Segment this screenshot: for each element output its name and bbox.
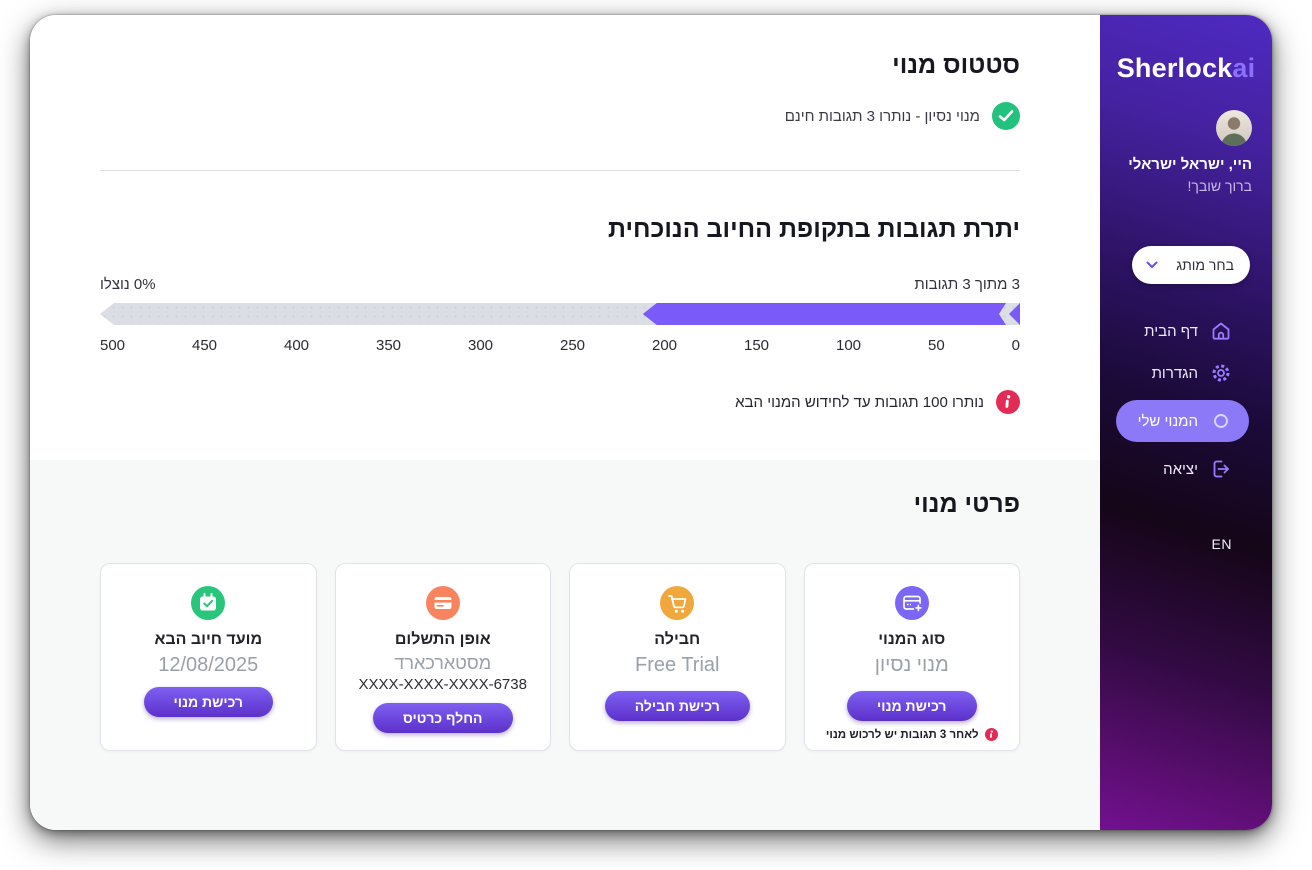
axis-tick: 250 bbox=[560, 337, 586, 354]
purchase-subscription-button[interactable]: רכישת מנוי bbox=[847, 691, 977, 721]
axis-tick: 500 bbox=[100, 337, 126, 354]
subscription-card-icon bbox=[894, 586, 929, 620]
sidebar-item-home[interactable]: דף הבית bbox=[1136, 310, 1272, 352]
main-content: סטטוס מנוי מנוי נסיון - נותרו 3 תגובות ח… bbox=[30, 15, 1100, 830]
greeting-welcome: ברוך שובך! bbox=[1187, 177, 1252, 194]
quota-used-label: 3 מתוך 3 תגובות bbox=[914, 276, 1020, 293]
avatar[interactable] bbox=[1216, 110, 1252, 146]
divider bbox=[100, 170, 1020, 171]
quota-note-text: נותרו 100 תגובות עד לחידוש המנוי הבא bbox=[735, 393, 984, 411]
brand-logo: Sherlockai bbox=[1117, 53, 1256, 84]
card-note: לאחר 3 תגובות יש לרכוש מנוי bbox=[826, 728, 998, 741]
card-payment-method: אופן התשלום מסטארכארד XXXX-XXXX-XXXX-673… bbox=[334, 563, 551, 751]
cart-icon bbox=[660, 586, 695, 620]
chevron-down-icon bbox=[1146, 261, 1158, 269]
quota-note: נותרו 100 תגובות עד לחידוש המנוי הבא bbox=[100, 390, 1020, 414]
axis-tick: 50 bbox=[928, 337, 945, 354]
subscription-ring-icon bbox=[1214, 414, 1228, 428]
subscription-status-section: סטטוס מנוי מנוי נסיון - נותרו 3 תגובות ח… bbox=[30, 15, 1100, 460]
sidebar: Sherlockai היי, ישראל ישראלי ברוך שובך! … bbox=[1100, 15, 1272, 830]
quota-bar-labels: 3 מתוך 3 תגובות 0% נוצלו bbox=[100, 276, 1020, 293]
sidebar-item-label: יציאה bbox=[1163, 460, 1198, 478]
sidebar-item-logout[interactable]: יציאה bbox=[1155, 448, 1272, 490]
axis-tick: 450 bbox=[192, 337, 218, 354]
sidebar-nav: דף הבית הגדרות המנוי שלי bbox=[1100, 310, 1272, 490]
logout-icon bbox=[1213, 460, 1229, 478]
person-icon bbox=[1221, 117, 1247, 146]
details-title: פרטי מנוי bbox=[913, 490, 1020, 518]
quota-axis: 0 50 100 150 200 250 300 350 400 450 500 bbox=[100, 337, 1020, 354]
calendar-check-icon bbox=[191, 586, 226, 620]
page-title: סטטוס מנוי bbox=[892, 51, 1020, 79]
brand-logo-suffix: ai bbox=[1232, 53, 1256, 83]
app-window: Sherlockai היי, ישראל ישראלי ברוך שובך! … bbox=[30, 15, 1272, 830]
axis-tick: 0 bbox=[1011, 337, 1020, 354]
card-note-text: לאחר 3 תגובות יש לרכוש מנוי bbox=[825, 728, 979, 741]
greeting-name: היי, ישראל ישראלי bbox=[1128, 156, 1252, 173]
subscription-details-section: פרטי מנוי סוג המנוי bbox=[30, 460, 1100, 830]
credit-card-icon bbox=[425, 586, 460, 620]
status-message: מנוי נסיון - נותרו 3 תגובות חינם bbox=[784, 107, 980, 125]
card-package: חבילה Free Trial רכישת חבילה bbox=[569, 563, 786, 751]
card-next-billing: מועד חיוב הבא 12/08/2025 רכישת מנוי bbox=[100, 563, 317, 751]
info-icon bbox=[996, 390, 1020, 414]
replace-card-button[interactable]: החלף כרטיס bbox=[373, 703, 513, 733]
greeting: היי, ישראל ישראלי ברוך שובך! bbox=[1100, 154, 1252, 196]
gear-icon bbox=[1212, 364, 1230, 382]
sidebar-item-settings[interactable]: הגדרות bbox=[1144, 352, 1272, 394]
quota-percent-label: 0% נוצלו bbox=[100, 276, 156, 293]
card-value: Free Trial bbox=[635, 654, 720, 676]
card-value: 12/08/2025 bbox=[158, 654, 259, 676]
purchase-subscription-button[interactable]: רכישת מנוי bbox=[143, 687, 273, 717]
quota-title: יתרת תגובות בתקופת החיוב הנוכחית bbox=[608, 215, 1020, 243]
card-title: אופן התשלום bbox=[394, 631, 491, 648]
quota-progress-bar bbox=[100, 303, 1020, 325]
progress-fill bbox=[643, 303, 1020, 325]
check-circle-icon bbox=[992, 102, 1020, 130]
axis-tick: 100 bbox=[836, 337, 862, 354]
axis-tick: 400 bbox=[284, 337, 310, 354]
home-icon bbox=[1212, 322, 1230, 340]
card-subscription-type: סוג המנוי מנוי נסיון רכישת מנוי לאחר 3 ת… bbox=[803, 563, 1020, 751]
brand-logo-text: Sherlock bbox=[1116, 53, 1233, 83]
card-value: מסטארכארד bbox=[394, 653, 492, 673]
brand-select-label: בחר מותג bbox=[1176, 257, 1234, 274]
language-toggle[interactable]: EN bbox=[1211, 536, 1232, 553]
purchase-package-button[interactable]: רכישת חבילה bbox=[604, 691, 750, 721]
sidebar-item-label: המנוי שלי bbox=[1137, 412, 1198, 430]
axis-tick: 300 bbox=[468, 337, 494, 354]
card-title: סוג המנוי bbox=[878, 631, 946, 648]
details-cards: סוג המנוי מנוי נסיון רכישת מנוי לאחר 3 ת… bbox=[100, 563, 1020, 751]
axis-tick: 150 bbox=[744, 337, 770, 354]
card-title: מועד חיוב הבא bbox=[154, 631, 263, 648]
sidebar-item-label: דף הבית bbox=[1144, 322, 1198, 340]
info-icon bbox=[984, 728, 998, 741]
status-row: מנוי נסיון - נותרו 3 תגובות חינם bbox=[100, 102, 1020, 130]
card-value: מנוי נסיון bbox=[874, 654, 949, 676]
axis-tick: 350 bbox=[376, 337, 402, 354]
card-number: XXXX-XXXX-XXXX-6738 bbox=[358, 676, 527, 693]
sidebar-item-my-subscription[interactable]: המנוי שלי bbox=[1115, 400, 1249, 443]
brand-select-dropdown[interactable]: בחר מותג bbox=[1132, 246, 1250, 285]
sidebar-item-label: הגדרות bbox=[1151, 364, 1198, 382]
axis-tick: 200 bbox=[652, 337, 678, 354]
card-title: חבילה bbox=[654, 631, 701, 648]
